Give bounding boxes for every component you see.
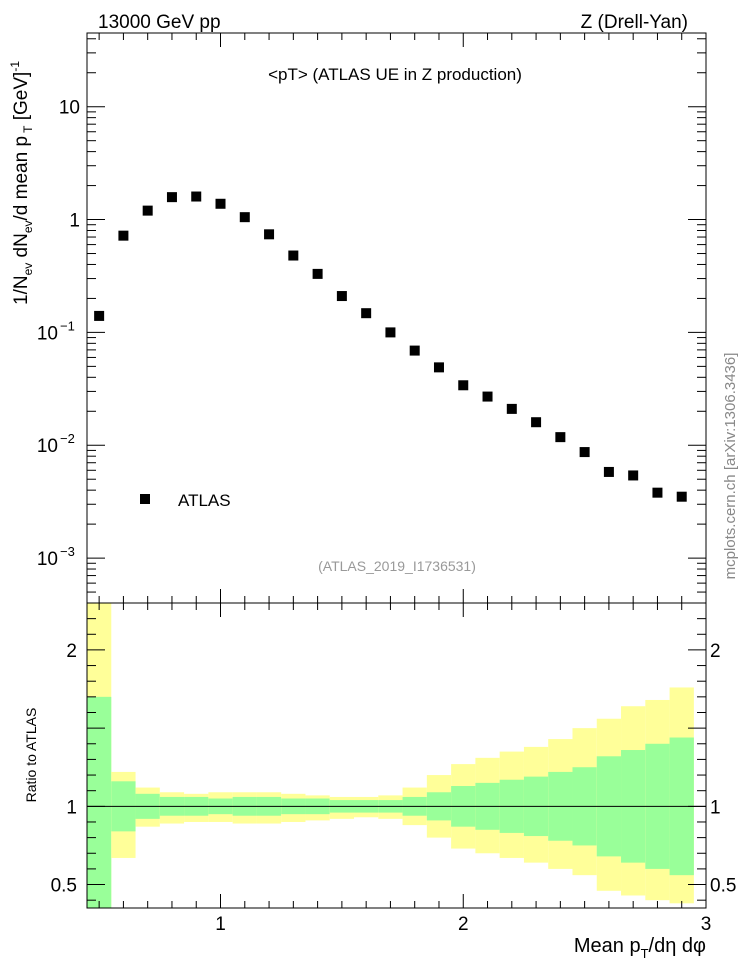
data-point (482, 391, 493, 402)
y-tick-label: 10 (37, 323, 58, 344)
data-point (166, 192, 177, 203)
data-point (458, 380, 469, 391)
ratio-plot-frame (86, 602, 707, 909)
y-tick-label: 10 (37, 436, 58, 457)
legend-marker (140, 494, 150, 504)
data-point (555, 432, 566, 443)
data-point (239, 212, 250, 223)
axes-ticks (86, 32, 707, 909)
y-tick-label: 10 (37, 549, 58, 570)
x-tick-label: 1 (215, 914, 226, 935)
data-point (142, 205, 153, 216)
y-tick-exponent: −3 (60, 544, 75, 559)
ratio-y-tick-label: 1 (66, 797, 77, 818)
data-point (628, 470, 639, 481)
main-y-axis-label: 1/Nev dNev/d mean p T [GeV]-1 (8, 61, 35, 305)
data-point (191, 191, 202, 202)
x-tick-label: 2 (458, 914, 469, 935)
header-right: Z (Drell-Yan) (581, 12, 688, 33)
ratio-y-tick-label-right: 1 (710, 797, 721, 818)
ratio-y-tick-label: 0.5 (51, 876, 77, 897)
legend-label: ATLAS (178, 491, 231, 510)
data-point (603, 466, 614, 477)
x-axis-label: Mean pT/dη dφ (574, 935, 706, 961)
data-point (409, 345, 420, 356)
data-point (94, 310, 105, 321)
data-point (118, 230, 129, 241)
y-tick-exponent: −1 (60, 318, 75, 333)
ratio-y-tick-label-right: 2 (710, 641, 721, 662)
data-point (312, 268, 323, 279)
ratio-y-tick-label-right: 0.5 (710, 876, 736, 897)
y-tick-label: 1 (69, 211, 80, 232)
data-point (215, 198, 226, 209)
data-point (288, 250, 299, 261)
main-plot-frame (86, 32, 707, 604)
chart-title: <pT> (ATLAS UE in Z production) (268, 65, 522, 84)
y-tick-exponent: −2 (60, 431, 75, 446)
data-point (385, 327, 396, 338)
data-point (336, 291, 347, 302)
data-point (531, 417, 542, 428)
data-point (579, 447, 590, 458)
data-point (264, 229, 275, 240)
y-tick-label: 10 (59, 98, 80, 119)
x-tick-label: 3 (701, 914, 712, 935)
ratio-y-tick-label: 2 (66, 641, 77, 662)
side-label: mcplots.cern.ch [arXiv:1306.3436] (722, 353, 739, 580)
ratio-y-axis-label: Ratio to ATLAS (23, 708, 39, 803)
analysis-label: (ATLAS_2019_I1736531) (318, 558, 476, 574)
header-left: 13000 GeV pp (98, 12, 221, 33)
data-point (361, 308, 372, 319)
data-point (433, 362, 444, 373)
data-point (676, 491, 687, 502)
data-point (506, 403, 517, 414)
stat-uncertainty-band (87, 696, 112, 908)
data-points (94, 191, 687, 502)
ratio-bands (87, 603, 694, 908)
data-point (652, 487, 663, 498)
